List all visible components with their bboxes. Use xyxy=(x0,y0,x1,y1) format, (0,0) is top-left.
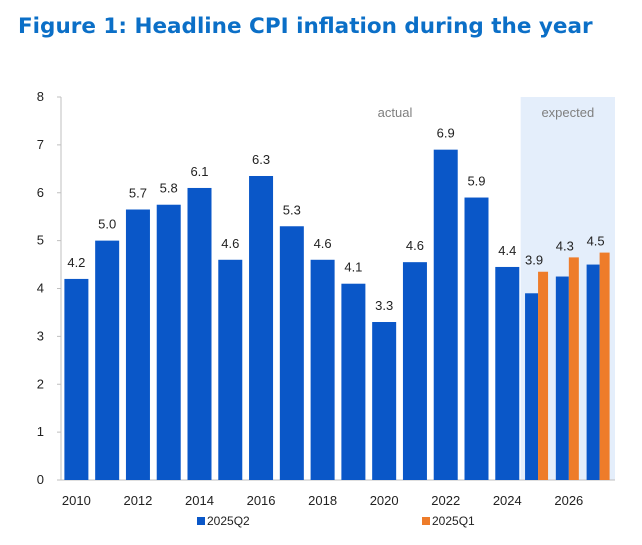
bar-2025q2 xyxy=(372,322,397,480)
bar-2025q2 xyxy=(95,240,120,480)
x-tick-label: 2022 xyxy=(431,493,460,508)
bar-2025q2 xyxy=(249,175,274,480)
data-label: 6.3 xyxy=(252,152,270,167)
bar-2025q2 xyxy=(555,276,569,480)
data-label: 4.1 xyxy=(344,260,362,275)
legend: 2025Q2 2025Q1 xyxy=(197,514,475,528)
bar-2025q2 xyxy=(464,197,489,480)
data-label: 3.9 xyxy=(525,253,543,268)
data-label: 5.7 xyxy=(129,186,147,201)
data-label: 4.6 xyxy=(406,238,424,253)
legend-swatch-2025q2 xyxy=(197,517,205,525)
bar-2025q2 xyxy=(525,293,539,480)
y-tick-label: 7 xyxy=(37,137,44,152)
data-label: 4.3 xyxy=(556,238,574,253)
bar-2025q2 xyxy=(187,187,212,480)
y-tick-label: 3 xyxy=(37,328,44,343)
legend-swatch-2025q1 xyxy=(422,517,430,525)
y-tick-label: 1 xyxy=(37,424,44,439)
x-tick-label: 2010 xyxy=(62,493,91,508)
bar-2025q2 xyxy=(218,259,243,480)
bars xyxy=(64,149,610,480)
y-tick-label: 4 xyxy=(37,281,44,296)
region-label-expected: expected xyxy=(541,105,594,120)
data-label: 3.3 xyxy=(375,298,393,313)
data-label: 4.5 xyxy=(587,234,605,249)
bar-2025q2 xyxy=(279,226,304,480)
data-label: 5.0 xyxy=(98,217,116,232)
data-label: 5.3 xyxy=(283,202,301,217)
y-tick-label: 6 xyxy=(37,185,44,200)
data-label: 4.4 xyxy=(498,243,516,258)
y-tick-label: 5 xyxy=(37,233,44,248)
x-tick-label: 2020 xyxy=(370,493,399,508)
data-label: 4.2 xyxy=(67,255,85,270)
x-tick-label: 2026 xyxy=(554,493,583,508)
bar-2025q2 xyxy=(341,283,366,480)
y-tick-label: 8 xyxy=(37,89,44,104)
legend-label-2025q2: 2025Q2 xyxy=(207,514,250,528)
bar-2025q2 xyxy=(156,204,181,480)
x-tick-label: 2012 xyxy=(123,493,152,508)
legend-label-2025q1: 2025Q1 xyxy=(432,514,475,528)
bar-2025q2 xyxy=(433,149,458,480)
x-tick-label: 2018 xyxy=(308,493,337,508)
bar-2025q2 xyxy=(64,278,89,480)
y-tick-label: 0 xyxy=(37,472,44,487)
x-tick-label: 2016 xyxy=(247,493,276,508)
x-tick-label: 2014 xyxy=(185,493,214,508)
x-tick-label: 2024 xyxy=(493,493,522,508)
chart-title: Figure 1: Headline CPI inflation during … xyxy=(18,14,593,39)
y-tick-label: 2 xyxy=(37,376,44,391)
axes: 0 1 2 3 4 5 6 7 8 2010 2012 2014 2016 2018 2020 2022 202… xyxy=(37,89,615,508)
bar-2025q1 xyxy=(538,271,549,480)
bar-2025q2 xyxy=(125,209,150,480)
data-labels: 4.2 5.0 5.7 5.8 6.1 4.6 6.3 5.3 4.6 4.1 3.3 4.6 6.9 5… xyxy=(67,126,604,313)
bar-2025q1 xyxy=(599,252,610,480)
data-label: 6.9 xyxy=(437,126,455,141)
bar-2025q1 xyxy=(568,257,579,480)
data-label: 5.9 xyxy=(467,174,485,189)
bar-2025q2 xyxy=(586,264,600,480)
bar-2025q2 xyxy=(402,262,427,480)
bar-2025q2 xyxy=(495,266,520,480)
data-label: 6.1 xyxy=(190,164,208,179)
data-label: 4.6 xyxy=(221,236,239,251)
data-label: 4.6 xyxy=(314,236,332,251)
data-label: 5.8 xyxy=(160,181,178,196)
bar-2025q2 xyxy=(310,259,335,480)
region-label-actual: actual xyxy=(378,105,413,120)
